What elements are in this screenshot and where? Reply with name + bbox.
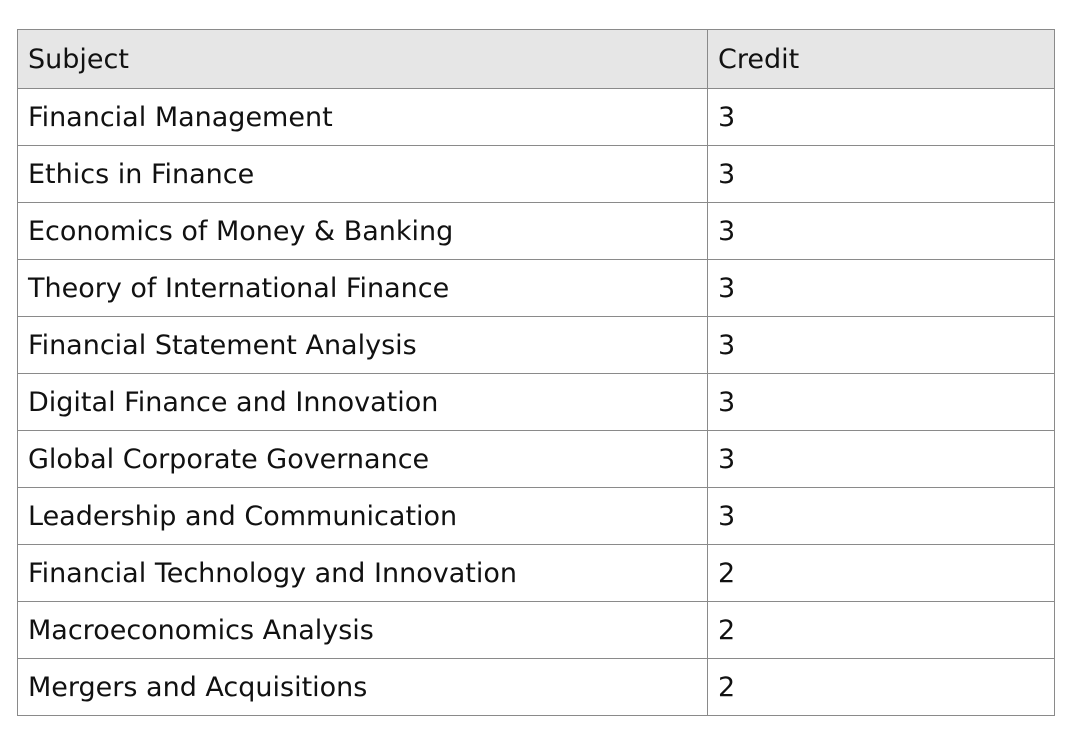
table-row: Financial Technology and Innovation 2 xyxy=(17,544,1055,602)
credit-cell: 3 xyxy=(707,373,1055,431)
table-row: Mergers and Acquisitions 2 xyxy=(17,658,1055,716)
credit-cell: 3 xyxy=(707,259,1055,317)
credit-cell: 3 xyxy=(707,430,1055,488)
table-row: Global Corporate Governance 3 xyxy=(17,430,1055,488)
table-row: Macroeconomics Analysis 2 xyxy=(17,601,1055,659)
credit-cell: 3 xyxy=(707,88,1055,146)
subjects-table-container: Subject Credit Financial Management 3 Et… xyxy=(17,29,1055,716)
subjects-credit-table: Subject Credit Financial Management 3 Et… xyxy=(17,29,1055,716)
header-credit: Credit xyxy=(707,29,1055,89)
subject-cell: Financial Management xyxy=(17,88,708,146)
credit-cell: 2 xyxy=(707,658,1055,716)
table-row: Digital Finance and Innovation 3 xyxy=(17,373,1055,431)
subject-cell: Economics of Money & Banking xyxy=(17,202,708,260)
table-row: Theory of International Finance 3 xyxy=(17,259,1055,317)
subject-cell: Global Corporate Governance xyxy=(17,430,708,488)
credit-cell: 3 xyxy=(707,316,1055,374)
subject-cell: Theory of International Finance xyxy=(17,259,708,317)
subject-cell: Ethics in Finance xyxy=(17,145,708,203)
subject-cell: Digital Finance and Innovation xyxy=(17,373,708,431)
table-row: Economics of Money & Banking 3 xyxy=(17,202,1055,260)
table-body: Financial Management 3 Ethics in Finance… xyxy=(17,88,1055,716)
credit-cell: 2 xyxy=(707,544,1055,602)
table-row: Financial Management 3 xyxy=(17,88,1055,146)
table-header: Subject Credit xyxy=(17,29,1055,89)
credit-cell: 2 xyxy=(707,601,1055,659)
header-subject: Subject xyxy=(17,29,708,89)
table-row: Ethics in Finance 3 xyxy=(17,145,1055,203)
subject-cell: Financial Statement Analysis xyxy=(17,316,708,374)
credit-cell: 3 xyxy=(707,145,1055,203)
table-row: Leadership and Communication 3 xyxy=(17,487,1055,545)
subject-cell: Leadership and Communication xyxy=(17,487,708,545)
header-row: Subject Credit xyxy=(17,29,1055,89)
subject-cell: Financial Technology and Innovation xyxy=(17,544,708,602)
subject-cell: Mergers and Acquisitions xyxy=(17,658,708,716)
subject-cell: Macroeconomics Analysis xyxy=(17,601,708,659)
table-row: Financial Statement Analysis 3 xyxy=(17,316,1055,374)
credit-cell: 3 xyxy=(707,202,1055,260)
credit-cell: 3 xyxy=(707,487,1055,545)
